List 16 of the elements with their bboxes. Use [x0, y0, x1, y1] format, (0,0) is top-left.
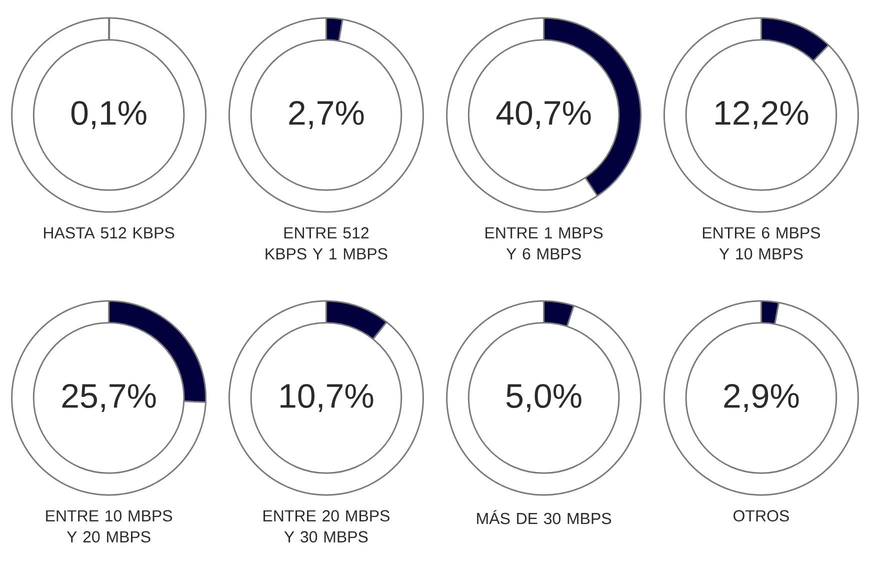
text: ENTRE 6 MBPS Y 10 MBPS — [702, 227, 820, 260]
text: HASTA 512 KBPS — [44, 227, 174, 238]
text: MÁS DE 30 MBPS — [477, 510, 612, 524]
text: ENTRE 512 KBPS Y 1 MBPS — [266, 227, 388, 260]
text: ENTRE 10 MBPS Y 20 MBPS — [46, 510, 172, 542]
text: 0,1% — [71, 100, 146, 130]
text: 2,7% — [289, 100, 364, 130]
text: 12,2% — [716, 100, 808, 130]
text: 2,9% — [724, 384, 799, 412]
text: 40,7% — [496, 100, 591, 130]
text: OTROS — [734, 510, 789, 522]
text: 5,0% — [506, 384, 582, 412]
text: 10,7% — [280, 384, 374, 412]
text: ENTRE 20 MBPS Y 30 MBPS — [264, 510, 390, 542]
text: ENTRE 1 MBPS Y 6 MBPS — [486, 227, 603, 260]
text: 25,7% — [62, 384, 156, 412]
